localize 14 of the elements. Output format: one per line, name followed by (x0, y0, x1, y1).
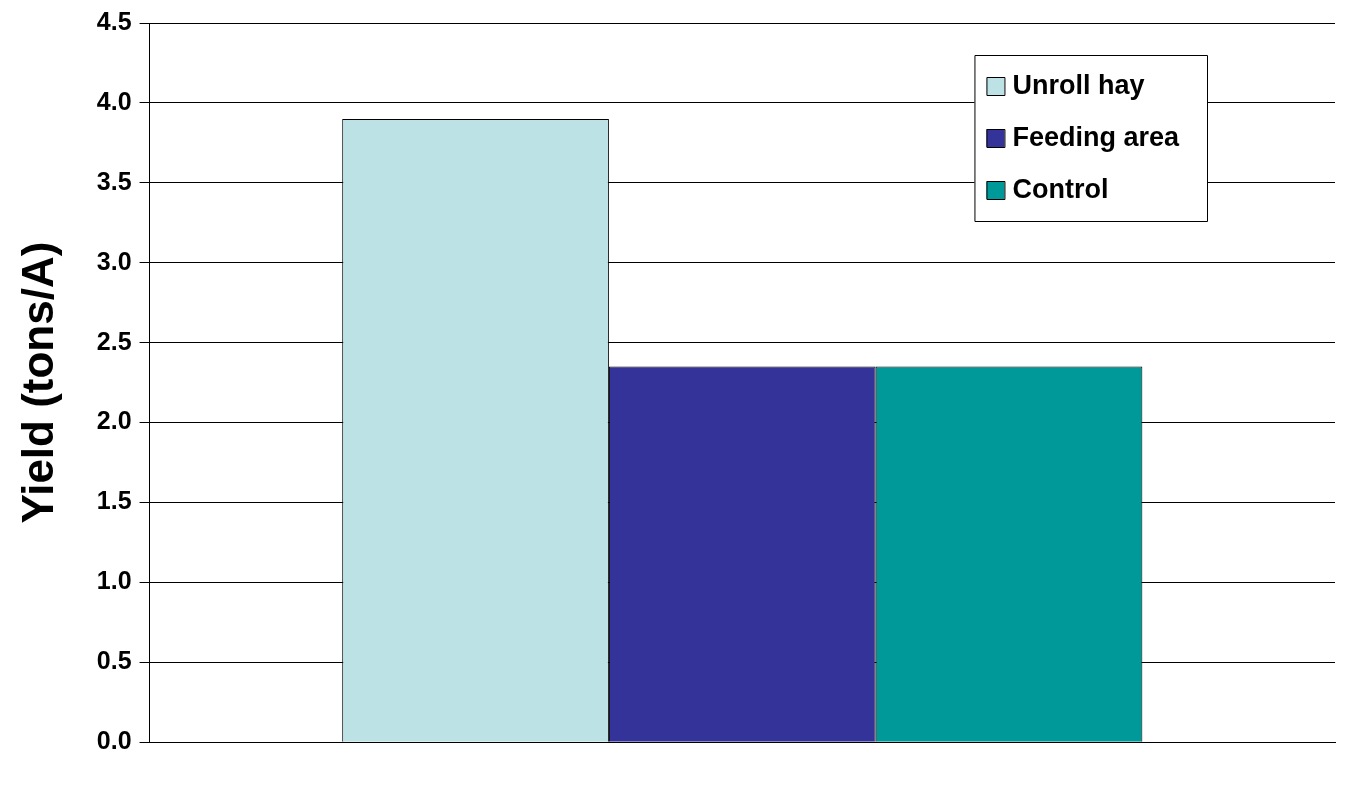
legend-label: Unroll hay (1012, 70, 1145, 101)
y-tick-label: 1.5 (96, 486, 132, 515)
y-tick-label: 0.5 (96, 646, 132, 675)
y-tick-label: 0.0 (96, 726, 132, 755)
y-tick-label: 3.0 (96, 246, 132, 275)
y-axis-title: Yield (tons/A) (12, 241, 62, 524)
y-tick-label: 1.0 (96, 566, 132, 595)
y-tick-label: 2.5 (96, 326, 132, 355)
y-tick-label: 4.0 (96, 86, 132, 115)
legend-label: Control (1012, 174, 1109, 205)
legend-label: Feeding area (1012, 122, 1180, 153)
y-tick-label: 3.5 (96, 166, 132, 195)
y-tick-label: 2.0 (96, 406, 132, 435)
y-tick-label: 4.5 (96, 6, 132, 35)
